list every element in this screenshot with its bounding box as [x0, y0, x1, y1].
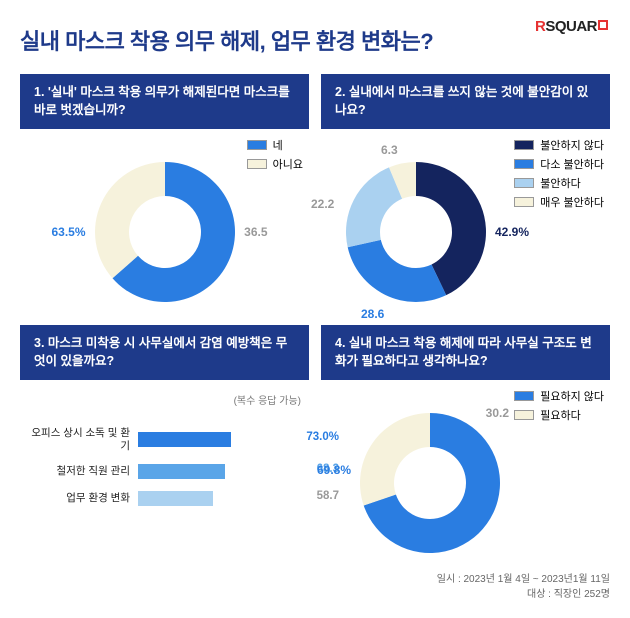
legend-label: 네: [273, 137, 283, 153]
q4-body: 필요하지 않다 필요하다 69.8% 30.2: [321, 380, 610, 564]
legend-item: 아니요: [247, 156, 303, 172]
footer-date: 일시 : 2023년 1월 4일 ~ 2023년1월 11일: [20, 572, 610, 587]
swatch-icon: [514, 410, 534, 420]
donut-hole: [384, 200, 448, 264]
legend-item: 불안하다: [514, 175, 604, 191]
legend-item: 필요하지 않다: [514, 388, 604, 404]
panel-q2: 2. 실내에서 마스크를 쓰지 않는 것에 불안감이 있나요? 불안하지 않다 …: [321, 74, 610, 313]
slice-label: 30.2: [486, 406, 509, 420]
bar-fill: [138, 432, 231, 447]
panel-q3: 3. 마스크 미착용 시 사무실에서 감염 예방책은 무엇이 있을까요? (복수…: [20, 325, 309, 564]
swatch-icon: [514, 159, 534, 169]
infographic-page: RSQUAR 실내 마스크 착용 의무 해제, 업무 환경 변화는? 1. '실…: [0, 0, 630, 618]
legend-label: 매우 불안하다: [540, 194, 604, 210]
q3-note: (복수 응답 가능): [28, 392, 301, 407]
bar-track: 58.7: [138, 491, 301, 506]
brand-logo: RSQUAR: [535, 18, 608, 35]
swatch-icon: [514, 197, 534, 207]
swatch-icon: [514, 391, 534, 401]
q3-bars: 오피스 상시 소독 및 환기73.0%철저한 직원 관리68.3업무 환경 변화…: [28, 427, 301, 506]
bar-row: 오피스 상시 소독 및 환기73.0%: [28, 427, 301, 452]
chart-grid: 1. '실내' 마스크 착용 의무가 해제된다면 마스크를 바로 벗겠습니까? …: [20, 74, 610, 564]
q1-body: 네 아니요 63.5% 36.5: [20, 129, 309, 313]
q4-donut: 69.8% 30.2: [355, 408, 505, 558]
panel-q1: 1. '실내' 마스크 착용 의무가 해제된다면 마스크를 바로 벗겠습니까? …: [20, 74, 309, 313]
logo-square-icon: [598, 20, 608, 30]
q1-donut: 63.5% 36.5: [90, 157, 240, 307]
swatch-icon: [514, 140, 534, 150]
bar-track: 73.0%: [138, 432, 301, 447]
donut-hole: [133, 200, 197, 264]
slice-label: 6.3: [381, 143, 398, 157]
swatch-icon: [247, 140, 267, 150]
q2-header: 2. 실내에서 마스크를 쓰지 않는 것에 불안감이 있나요?: [321, 74, 610, 129]
legend-label: 아니요: [273, 156, 303, 172]
q4-header: 4. 실내 마스크 착용 해제에 따라 사무실 구조도 변화가 필요하다고 생각…: [321, 325, 610, 380]
bar-track: 68.3: [138, 464, 301, 479]
bar-fill: [138, 491, 213, 506]
footer-target: 대상 : 직장인 252명: [20, 587, 610, 602]
panel-q4: 4. 실내 마스크 착용 해제에 따라 사무실 구조도 변화가 필요하다고 생각…: [321, 325, 610, 564]
legend-label: 필요하다: [540, 407, 580, 423]
slice-label: 22.2: [311, 197, 334, 211]
survey-footer: 일시 : 2023년 1월 4일 ~ 2023년1월 11일 대상 : 직장인 …: [20, 572, 610, 602]
legend-label: 필요하지 않다: [540, 388, 604, 404]
slice-label: 69.8%: [317, 463, 351, 477]
legend-item: 불안하지 않다: [514, 137, 604, 153]
legend-label: 다소 불안하다: [540, 156, 604, 172]
swatch-icon: [247, 159, 267, 169]
legend-item: 필요하다: [514, 407, 604, 423]
legend-label: 불안하지 않다: [540, 137, 604, 153]
logo-rest: SQUAR: [545, 18, 597, 35]
q2-legend: 불안하지 않다 다소 불안하다 불안하다 매우 불안하다: [514, 137, 604, 213]
q2-donut: 42.9% 28.6 22.2 6.3: [341, 157, 491, 307]
legend-label: 불안하다: [540, 175, 580, 191]
q3-body: (복수 응답 가능) 오피스 상시 소독 및 환기73.0% 철저한 직원 관리6…: [20, 380, 309, 552]
swatch-icon: [514, 178, 534, 188]
logo-r: R: [535, 18, 545, 35]
bar-row: 철저한 직원 관리68.3: [28, 464, 301, 479]
legend-item: 네: [247, 137, 303, 153]
slice-label: 36.5: [244, 225, 267, 239]
slice-label: 42.9%: [495, 225, 529, 239]
bar-label: 오피스 상시 소독 및 환기: [28, 427, 138, 452]
donut-hole: [398, 451, 462, 515]
q1-header: 1. '실내' 마스크 착용 의무가 해제된다면 마스크를 바로 벗겠습니까?: [20, 74, 309, 129]
legend-item: 다소 불안하다: [514, 156, 604, 172]
legend-item: 매우 불안하다: [514, 194, 604, 210]
bar-fill: [138, 464, 225, 479]
bar-label: 철저한 직원 관리: [28, 465, 138, 478]
bar-label: 업무 환경 변화: [28, 492, 138, 505]
slice-label: 63.5%: [52, 225, 86, 239]
q2-body: 불안하지 않다 다소 불안하다 불안하다 매우 불안하다 42.9% 28.6 …: [321, 129, 610, 313]
page-title: 실내 마스크 착용 의무 해제, 업무 환경 변화는?: [20, 24, 610, 56]
bar-row: 업무 환경 변화58.7: [28, 491, 301, 506]
slice-label: 28.6: [361, 307, 384, 321]
q1-legend: 네 아니요: [247, 137, 303, 175]
q4-legend: 필요하지 않다 필요하다: [514, 388, 604, 426]
q3-header: 3. 마스크 미착용 시 사무실에서 감염 예방책은 무엇이 있을까요?: [20, 325, 309, 380]
